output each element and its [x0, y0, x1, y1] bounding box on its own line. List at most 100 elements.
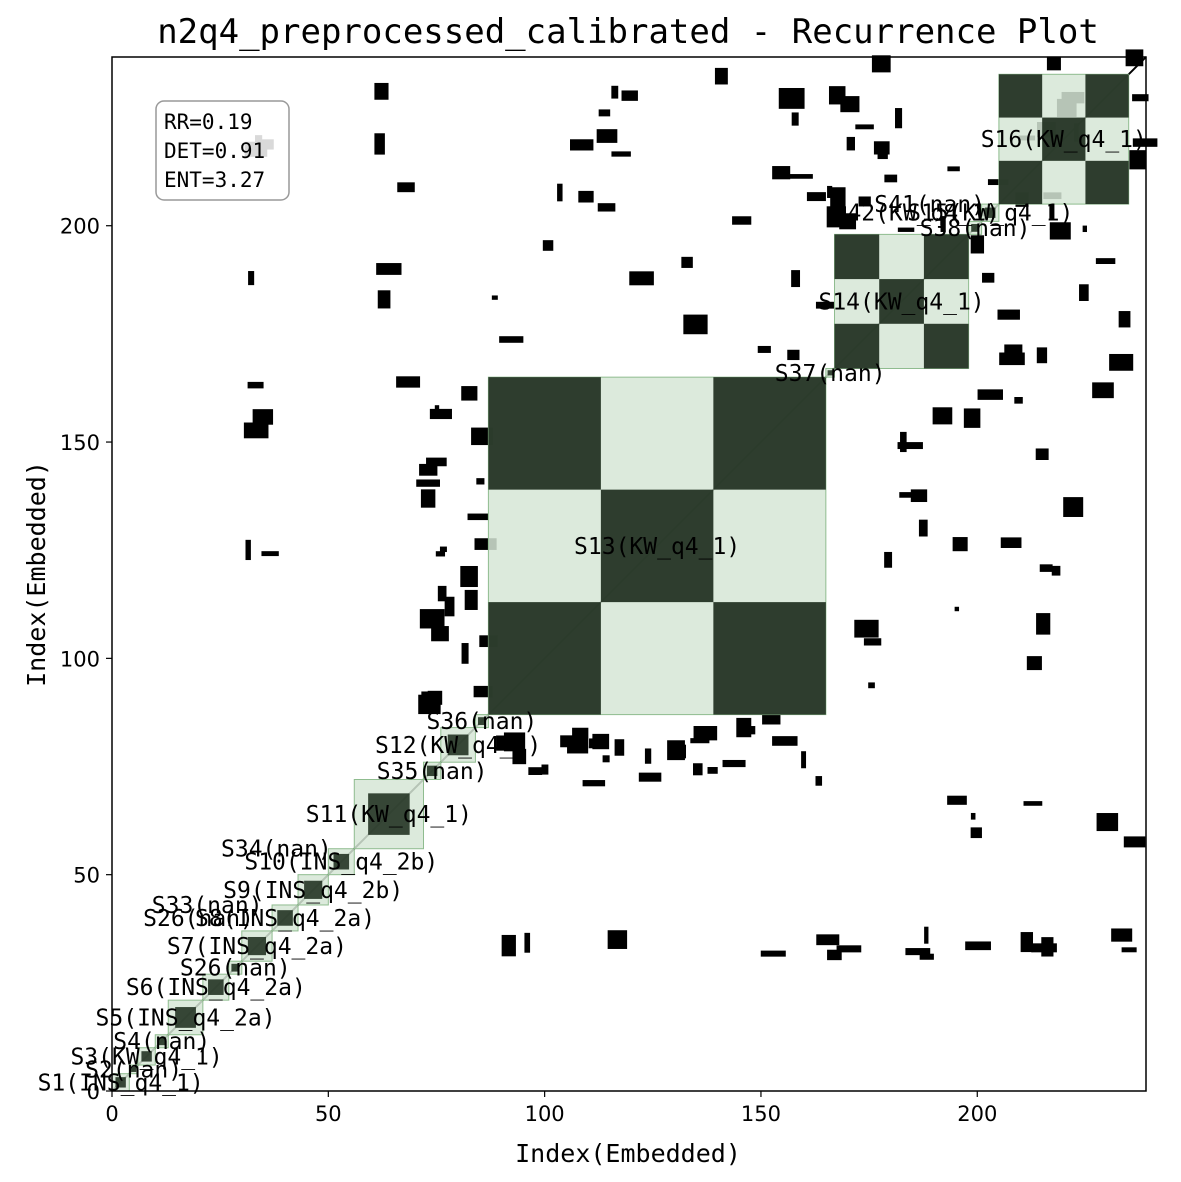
- recurrence-patch: [836, 945, 862, 953]
- segment-label: S1(INS_q4_1): [38, 1070, 204, 1096]
- segment-label: S7(INS_q4_2a): [167, 934, 347, 960]
- segment-label: S8(INS_q4_2a): [195, 906, 375, 932]
- recurrence-patch: [245, 539, 251, 561]
- recurrence-patch: [963, 408, 981, 428]
- recurrence-patch: [947, 795, 967, 805]
- segment-core: [488, 377, 601, 490]
- plot-frame: [111, 56, 1147, 1092]
- recurrence-patch: [1036, 347, 1048, 364]
- recurrence-patch: [982, 272, 995, 283]
- recurrence-patch: [932, 407, 953, 425]
- segment-core: [1085, 74, 1129, 118]
- recurrence-patch: [707, 767, 718, 774]
- segment-label: S35(nan): [377, 759, 488, 785]
- recurrence-patch: [248, 271, 255, 286]
- recurrence-patch: [791, 112, 799, 126]
- recurrence-patch: [541, 764, 549, 775]
- recurrence-patch: [461, 643, 469, 664]
- segment-core: [333, 853, 350, 870]
- segment-label: S11(KW_q4_1): [306, 802, 472, 828]
- recurrence-patch: [791, 270, 801, 288]
- axis-ticks: 0 50 100 150 200 0 50 100 150 200: [60, 215, 997, 1126]
- segment-box: [271, 904, 299, 932]
- segment-label: S37(nan): [775, 361, 886, 387]
- recurrence-patch: [614, 739, 625, 756]
- stat-det: DET=0.91: [164, 139, 265, 163]
- recurrence-patch: [900, 431, 907, 453]
- recurrence-patch: [476, 478, 485, 485]
- recurrence-patch: [629, 271, 654, 286]
- segment-core: [985, 207, 996, 218]
- recurrence-patch: [693, 726, 718, 741]
- segment-core: [834, 323, 880, 369]
- x-tick-label: 200: [957, 1102, 997, 1126]
- recurrence-patch: [1020, 932, 1034, 953]
- recurrence-patch: [947, 166, 960, 172]
- recurrence-patch: [877, 152, 888, 160]
- recurrence-patch: [1049, 205, 1054, 219]
- recurrence-patch: [1004, 344, 1023, 357]
- segment-core: [447, 734, 469, 756]
- segment-core: [115, 1077, 126, 1088]
- recurrence-patch: [772, 166, 791, 180]
- recurrence-patch: [437, 585, 447, 602]
- recurrence-patch: [693, 763, 703, 776]
- recurrence-patch: [491, 295, 498, 300]
- segment-label: S34(nan): [221, 837, 332, 863]
- recurrence-patch: [736, 717, 752, 738]
- recurrence-patch: [1026, 656, 1042, 671]
- recurrence-patch: [503, 732, 526, 752]
- recurrence-patch: [542, 240, 554, 251]
- recurrence-patch: [977, 389, 1003, 400]
- recurrence-patch: [714, 67, 728, 85]
- recurrence-patch: [471, 427, 494, 446]
- recurrence-patch: [854, 619, 879, 638]
- y-tick-label: 200: [60, 215, 100, 239]
- recurrence-patch: [732, 216, 752, 225]
- recurrence-patch: [528, 767, 543, 775]
- segment-core: [713, 377, 826, 490]
- recurrence-patch: [439, 546, 447, 553]
- recurrence-patch: [501, 934, 516, 957]
- recurrence-patch: [261, 551, 279, 557]
- recurrence-patch: [374, 82, 389, 100]
- recurrence-patch: [1051, 565, 1061, 576]
- segment-label: S36(nan): [427, 709, 538, 735]
- segment-core: [175, 1007, 196, 1028]
- recurrence-patch: [884, 174, 898, 183]
- stats-box-frame: [155, 100, 290, 201]
- recurrence-patch: [1063, 497, 1084, 517]
- recurrence-patch: [611, 85, 619, 99]
- recurrence-patch: [1014, 397, 1023, 404]
- recurrence-patch: [827, 185, 833, 198]
- y-tick-label: 150: [60, 431, 100, 455]
- plot-area: S1(INS_q4_1)S2(nan)S3(KW_q4_1)S4(nan)S5(…: [38, 49, 1158, 1096]
- recurrence-patch: [512, 748, 527, 765]
- recurrence-patch: [858, 196, 871, 207]
- stat-ent: ENT=3.27: [164, 168, 265, 192]
- recurrence-patch: [954, 606, 960, 612]
- recurrence-patch: [787, 349, 800, 361]
- segment-core: [1042, 117, 1086, 161]
- recurrence-patch: [868, 682, 875, 689]
- recurrence-patch: [1125, 49, 1144, 67]
- segment-box: [327, 848, 355, 876]
- recurrence-patch: [826, 206, 846, 228]
- recurrence-patch: [444, 596, 455, 617]
- segment-core: [998, 74, 1043, 118]
- recurrence-patch: [681, 256, 693, 268]
- recurrence-patch: [1023, 801, 1043, 806]
- recurrence-patch: [815, 776, 823, 786]
- segment-core: [879, 279, 924, 324]
- segment-label: S2(nan): [85, 1057, 182, 1083]
- recurrence-patch: [873, 141, 890, 155]
- recurrence-patch: [435, 551, 446, 557]
- recurrence-patch: [1109, 353, 1134, 371]
- recurrence-patch: [464, 589, 478, 610]
- recurrence-patch: [871, 55, 891, 73]
- segment-label: S5(INS_q4_2a): [96, 1005, 276, 1031]
- recurrence-patch: [243, 422, 269, 439]
- x-tick-label: 50: [315, 1102, 342, 1126]
- recurrence-patch: [846, 136, 855, 151]
